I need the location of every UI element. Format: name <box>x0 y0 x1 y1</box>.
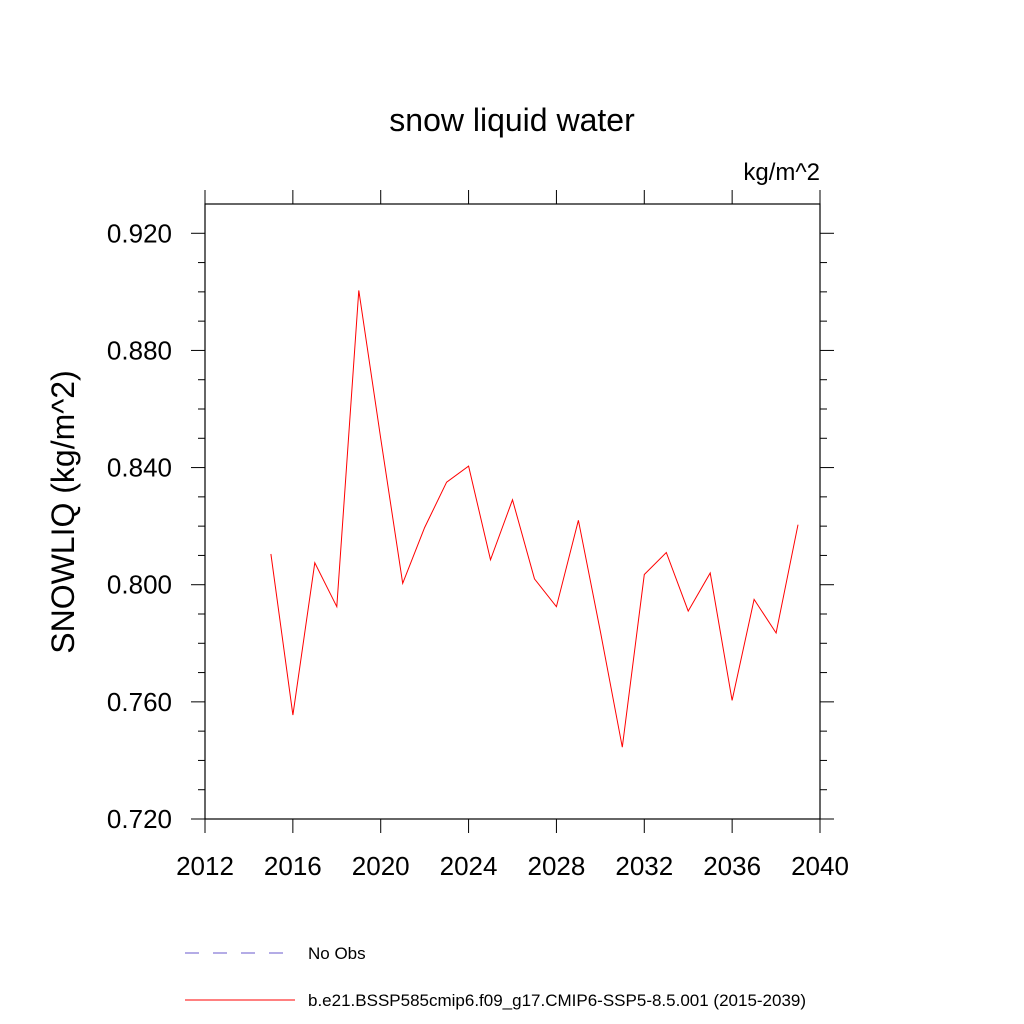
y-tick-label: 0.760 <box>107 687 172 717</box>
units-label: kg/m^2 <box>743 159 820 186</box>
y-tick-label: 0.920 <box>107 218 172 248</box>
y-tick-label: 0.800 <box>107 570 172 600</box>
x-tick-labels: 2012 2016 2020 2024 2028 2032 2036 2040 <box>176 851 849 881</box>
chart-title: snow liquid water <box>389 102 635 138</box>
x-tick-label: 2036 <box>703 851 761 881</box>
series-group <box>270 290 799 748</box>
plot-frame <box>204 203 821 820</box>
axis-ticks <box>191 190 834 833</box>
legend-label-ssp585: b.e21.BSSP585cmip6.f09_g17.CMIP6-SSP5-8.… <box>308 991 806 1010</box>
x-tick-label: 2016 <box>264 851 322 881</box>
x-tick-label: 2012 <box>176 851 234 881</box>
legend-label-no-obs: No Obs <box>308 944 366 963</box>
y-tick-label: 0.840 <box>107 453 172 483</box>
series-line <box>270 290 799 748</box>
y-tick-label: 0.720 <box>107 804 172 834</box>
x-tick-label: 2028 <box>528 851 586 881</box>
legend: No Obs b.e21.BSSP585cmip6.f09_g17.CMIP6-… <box>185 944 806 1010</box>
y-axis-label: SNOWLIQ (kg/m^2) <box>45 370 81 653</box>
y-tick-labels: 0.720 0.760 0.800 0.840 0.880 0.920 <box>107 218 172 834</box>
y-tick-label: 0.880 <box>107 335 172 365</box>
x-tick-label: 2020 <box>352 851 410 881</box>
x-tick-label: 2032 <box>615 851 673 881</box>
x-tick-label: 2040 <box>791 851 849 881</box>
x-tick-label: 2024 <box>440 851 498 881</box>
